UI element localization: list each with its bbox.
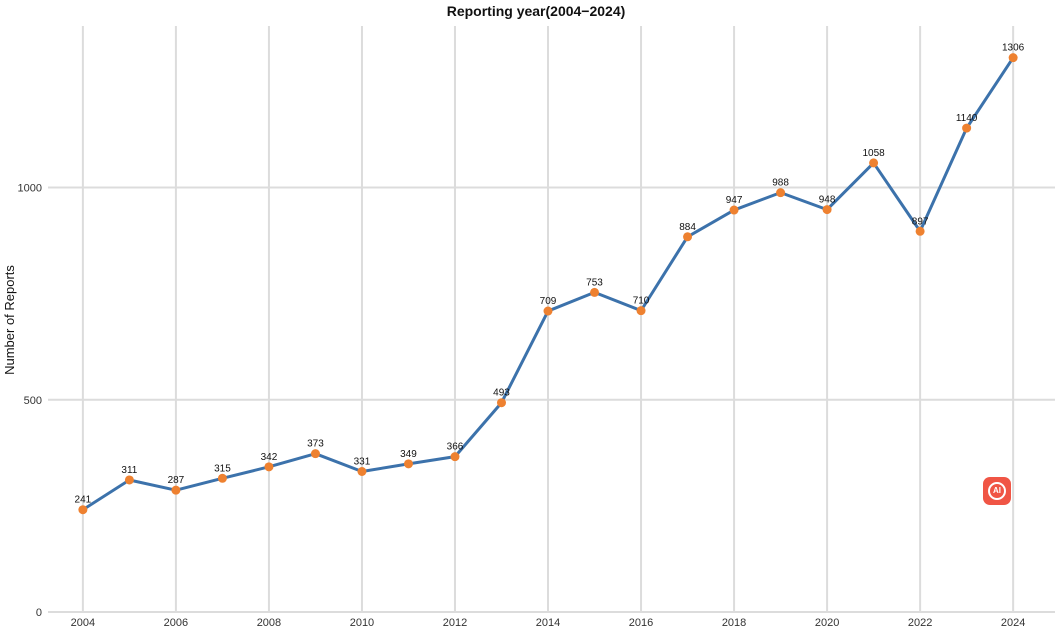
x-tick-label: 2004 bbox=[71, 617, 95, 629]
axes: 2004 2006 2008 2010 2012 2014 2016 2018 2020 2022… bbox=[18, 183, 1026, 629]
data-point bbox=[1008, 53, 1018, 63]
data-point bbox=[264, 462, 274, 472]
x-tick-label: 2012 bbox=[443, 617, 467, 629]
data-point bbox=[171, 485, 181, 495]
grid bbox=[48, 26, 1055, 613]
data-point bbox=[78, 505, 88, 515]
ai-badge-ring bbox=[988, 482, 1006, 500]
x-tick-label: 2024 bbox=[1001, 617, 1025, 629]
data-label: 1306 bbox=[1002, 43, 1025, 54]
data-label: 897 bbox=[912, 216, 929, 227]
x-tick-label: 2008 bbox=[257, 617, 281, 629]
data-point bbox=[636, 306, 646, 316]
series bbox=[78, 53, 1018, 515]
chart-title: Reporting year(2004−2024) bbox=[447, 3, 626, 19]
y-tick-label: 0 bbox=[36, 607, 42, 619]
data-label: 947 bbox=[726, 195, 743, 206]
data-point bbox=[543, 306, 553, 316]
data-point bbox=[124, 475, 134, 485]
x-tick-label: 2010 bbox=[350, 617, 374, 629]
data-point bbox=[915, 226, 925, 236]
data-label: 710 bbox=[633, 296, 650, 307]
data-label: 287 bbox=[168, 475, 185, 486]
data-point bbox=[729, 205, 739, 215]
data-point bbox=[962, 123, 972, 133]
data-point bbox=[403, 459, 413, 469]
x-tick-label: 2006 bbox=[164, 617, 188, 629]
data-point bbox=[310, 449, 320, 459]
data-label: 753 bbox=[586, 277, 603, 288]
data-point bbox=[590, 287, 600, 297]
y-tick-label: 1000 bbox=[18, 183, 42, 195]
data-label: 988 bbox=[772, 178, 789, 189]
data-label: 1140 bbox=[956, 113, 978, 124]
data-label: 366 bbox=[447, 442, 464, 453]
ai-badge-icon: AI bbox=[983, 477, 1011, 505]
x-tick-label: 2022 bbox=[908, 617, 932, 629]
y-tick-label: 500 bbox=[24, 395, 42, 407]
x-tick-label: 2016 bbox=[629, 617, 653, 629]
data-point bbox=[776, 188, 786, 198]
data-point bbox=[496, 398, 506, 408]
data-labels: 241 311 287 315 342 373 331 349 366 493 709 753 710 8… bbox=[75, 43, 1025, 506]
data-point bbox=[357, 467, 367, 477]
data-point bbox=[869, 158, 879, 168]
data-point bbox=[683, 232, 693, 242]
x-tick-label: 2014 bbox=[536, 617, 560, 629]
data-point bbox=[450, 452, 460, 462]
x-tick-label: 2018 bbox=[722, 617, 746, 629]
data-label: 493 bbox=[493, 388, 510, 399]
data-label: 884 bbox=[679, 222, 696, 233]
data-label: 709 bbox=[540, 296, 557, 307]
data-label: 373 bbox=[307, 439, 324, 450]
y-axis-title: Number of Reports bbox=[2, 265, 17, 375]
data-label: 315 bbox=[214, 463, 231, 474]
data-label: 1058 bbox=[862, 148, 885, 159]
data-label: 349 bbox=[400, 449, 417, 460]
data-point bbox=[822, 205, 832, 215]
ai-badge-text: AI bbox=[993, 486, 1001, 495]
data-label: 331 bbox=[354, 457, 371, 468]
data-label: 241 bbox=[75, 495, 92, 506]
data-label: 311 bbox=[121, 465, 137, 476]
x-tick-label: 2020 bbox=[815, 617, 839, 629]
data-label: 342 bbox=[261, 452, 278, 463]
data-label: 948 bbox=[819, 195, 836, 206]
data-point bbox=[217, 473, 227, 483]
